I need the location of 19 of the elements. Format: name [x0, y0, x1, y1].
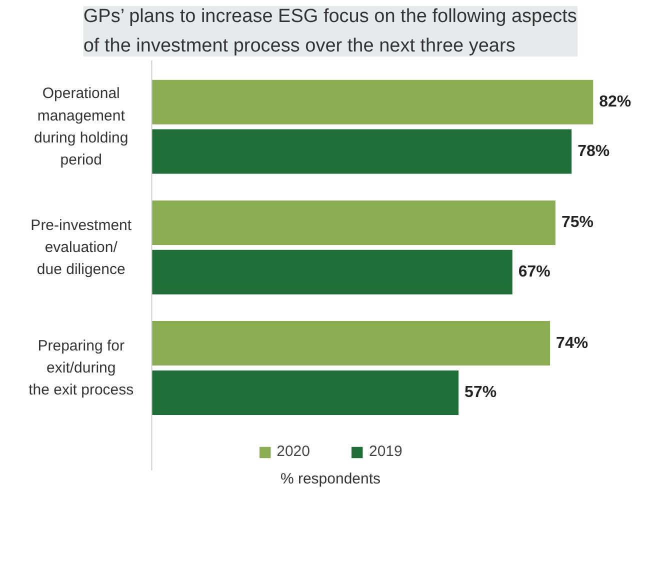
bar — [152, 370, 459, 415]
bar — [152, 200, 556, 245]
data-label: 57% — [464, 384, 497, 402]
bar — [152, 321, 550, 366]
data-label: 67% — [518, 264, 550, 281]
bar — [152, 80, 594, 124]
legend-label: 2019 — [369, 443, 402, 460]
data-label: 82% — [599, 94, 632, 111]
bar — [152, 129, 572, 174]
bar — [152, 250, 512, 294]
data-label: 78% — [578, 143, 610, 160]
x-axis-title: % respondents — [280, 470, 381, 488]
chart-title: GPs’ plans to increase ESG focus on the following aspects of the investment process over the next three years — [83, 6, 577, 56]
y-tick-label: Pre-investment evaluation/ due diligence — [30, 216, 132, 278]
y-tick-label: Operational management during holding period — [34, 85, 128, 168]
y-tick-label: Preparing for exit/during the exit process — [28, 337, 134, 399]
legend-label: 2020 — [276, 443, 310, 460]
data-label: 75% — [561, 214, 594, 232]
data-label: 74% — [556, 334, 588, 352]
